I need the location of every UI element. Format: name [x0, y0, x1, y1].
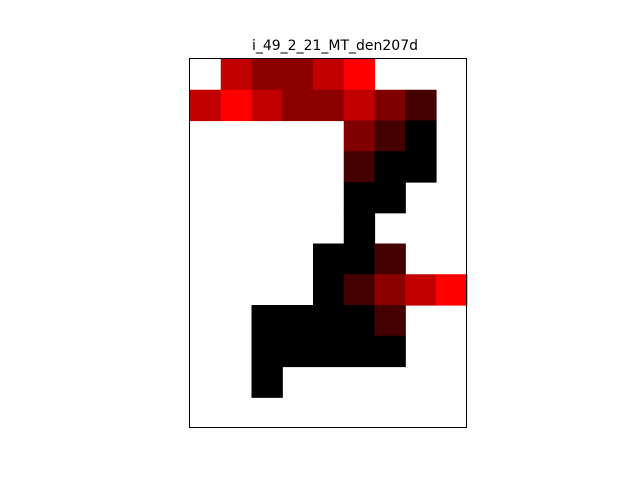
- heatmap-cell: [405, 274, 437, 306]
- heatmap-cell: [251, 366, 283, 398]
- heatmap-cell: [282, 305, 314, 337]
- heatmap-cell: [343, 305, 376, 337]
- heatmap-cell: [405, 151, 437, 183]
- heatmap-cell: [374, 151, 406, 183]
- plot-frame: [189, 58, 467, 428]
- heatmap-cell: [374, 120, 406, 152]
- heatmap-cell: [343, 335, 376, 368]
- chart-title: i_49_2_21_MT_den207d: [252, 38, 418, 54]
- heatmap-cell: [343, 120, 376, 152]
- heatmap-cell: [313, 89, 345, 122]
- heatmap-cell: [220, 59, 253, 91]
- heatmap-cells: [190, 59, 468, 398]
- heatmap-cell: [343, 212, 376, 245]
- heatmap-cell: [374, 335, 406, 368]
- heatmap-cell: [251, 305, 283, 337]
- heatmap-cell: [343, 59, 376, 91]
- heatmap-cell: [374, 182, 406, 214]
- heatmap-cell: [343, 151, 376, 183]
- heatmap-cell: [374, 89, 406, 122]
- heatmap-cell: [313, 335, 345, 368]
- heatmap-cell: [220, 89, 253, 122]
- heatmap-cell: [282, 59, 314, 91]
- heatmap-cell: [343, 274, 376, 306]
- heatmap-cell: [374, 243, 406, 275]
- heatmap-cell: [436, 274, 468, 306]
- heatmap-cell: [282, 89, 314, 122]
- heatmap-cell: [190, 89, 222, 122]
- heatmap-cell: [343, 182, 376, 214]
- heatmap-cell: [343, 243, 376, 275]
- heatmap-cell: [405, 89, 437, 122]
- heatmap-cell: [282, 335, 314, 368]
- heatmap-cell: [313, 59, 345, 91]
- heatmap-cell: [251, 59, 283, 91]
- heatmap-cell: [313, 274, 345, 306]
- heatmap-cell: [313, 243, 345, 275]
- heatmap-cell: [313, 305, 345, 337]
- heatmap-cell: [374, 305, 406, 337]
- heatmap-cell: [374, 274, 406, 306]
- heatmap-cell: [343, 89, 376, 122]
- heatmap-cell: [251, 335, 283, 368]
- heatmap-cell: [251, 89, 283, 122]
- heatmap-cell: [405, 120, 437, 152]
